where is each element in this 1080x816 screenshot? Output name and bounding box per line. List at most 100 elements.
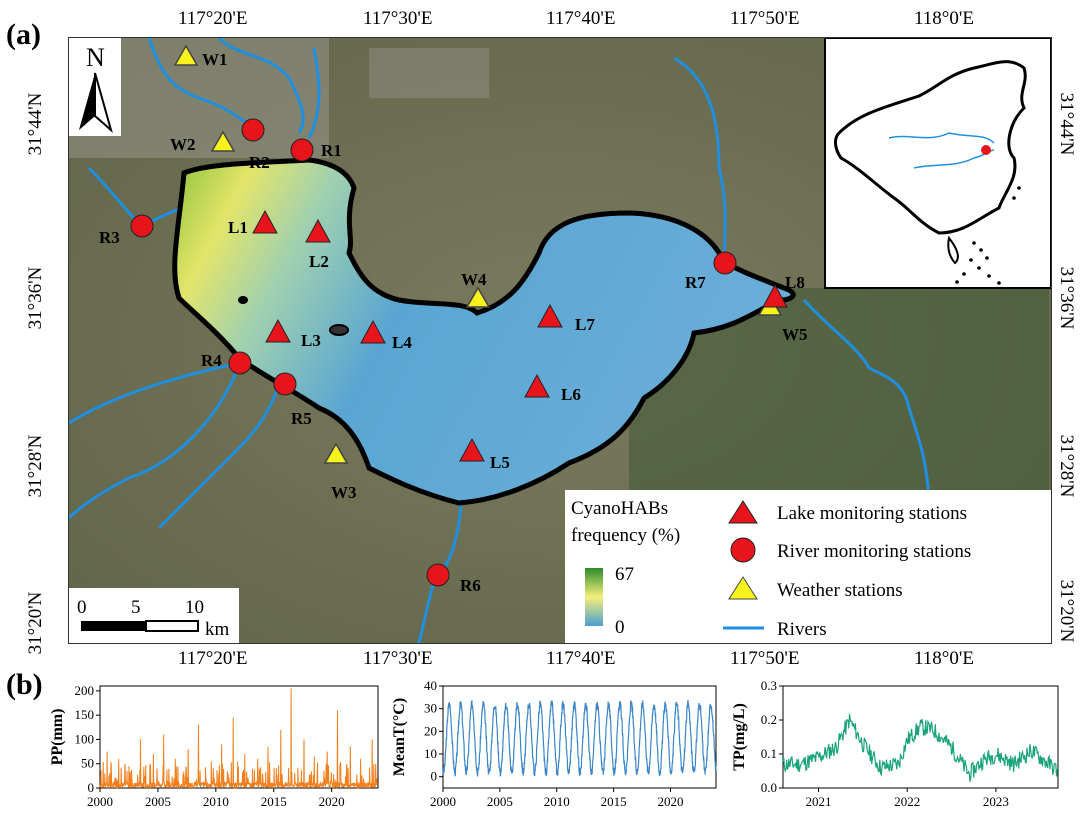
bottom-lon-label: 117°40'E (546, 648, 616, 669)
y-ticks: 0 10 20 30 40 (424, 678, 443, 784)
legend-label-river: River monitoring stations (777, 541, 971, 562)
y-tick-label: 0.1 (761, 746, 777, 761)
station-label: W4 (461, 270, 487, 289)
panel-label-a: (a) (6, 18, 41, 51)
river-station-marker (290, 138, 314, 162)
station-label: L4 (392, 333, 412, 352)
scale-bar-box (69, 588, 239, 643)
urban-area (369, 48, 489, 98)
panel-label-b: (b) (6, 668, 43, 701)
map-panel: N 0 5 10 km (68, 37, 1052, 644)
inset-location-marker (981, 145, 991, 155)
x-tick-label: 2023 (983, 794, 1009, 809)
river-line (69, 362, 241, 520)
river-line (307, 47, 321, 139)
lake-station-marker (459, 437, 485, 462)
chart-temperature: MeanT(°C) 0 10 20 30 40 2000 2005 2010 2015 2020 (391, 678, 717, 809)
inset-map (824, 38, 1051, 289)
colorbar (585, 568, 603, 626)
y-tick-label: 0 (431, 769, 438, 784)
river-station-marker (228, 351, 252, 375)
chart-precipitation: PP(mm) 0 50 100 150 200 2000 2005 2010 2015 2020 (49, 683, 379, 809)
north-arrow: N (69, 38, 121, 136)
left-lat-label: 31°36'N (25, 266, 46, 330)
scale-tick: 0 (77, 597, 87, 618)
y-tick-label: 30 (424, 701, 437, 716)
x-ticks: 2021 2022 2023 (805, 788, 1009, 809)
x-tick-label: 2010 (203, 794, 229, 809)
y-axis-label: PP(mm) (49, 709, 66, 766)
station-label: R5 (291, 409, 312, 428)
inset-river (888, 132, 995, 144)
station-label: L2 (309, 252, 329, 271)
river-station-marker (130, 214, 154, 238)
top-lon-label: 118°0'E (914, 8, 974, 29)
lake-station-marker (537, 303, 563, 328)
scale-tick: 10 (185, 597, 204, 618)
legend-label-weather: Weather stations (777, 580, 903, 601)
x-tick-label: 2015 (601, 794, 627, 809)
left-lat-label: 31°20'N (25, 591, 46, 655)
x-tick-label: 2020 (658, 794, 684, 809)
chart-total-phosphorus: TP(mg/L) 0.0 0.1 0.2 0.3 2021 2022 2023 (731, 678, 1059, 809)
colorbar-title: frequency (%) (571, 525, 680, 546)
river-line (673, 56, 727, 263)
top-lon-label: 117°50'E (730, 8, 800, 29)
colorbar-min: 0 (615, 617, 625, 638)
legend: CyanoHABs frequency (%) 67 0 Lake monito… (565, 490, 1051, 643)
bottom-lon-label: 117°50'E (730, 648, 800, 669)
lake-station-marker (305, 218, 331, 243)
station-label: L1 (228, 218, 248, 237)
legend-river-marker (730, 537, 756, 563)
y-ticks: 0.0 0.1 0.2 0.3 (761, 678, 783, 795)
lake-station-marker (524, 373, 550, 398)
y-ticks: 0 50 100 150 200 (75, 683, 100, 795)
bottom-lon-label: 117°20'E (178, 648, 248, 669)
x-tick-label: 2022 (894, 794, 920, 809)
station-label: L5 (490, 453, 510, 472)
legend-weather-marker (728, 576, 758, 600)
x-tick-label: 2010 (544, 794, 570, 809)
lake-station-marker (360, 319, 386, 344)
bottom-lon-label: 118°0'E (914, 648, 974, 669)
chart-frame (782, 685, 1059, 789)
station-label: R6 (460, 576, 481, 595)
series-line-meant (442, 699, 717, 777)
x-tick-label: 2005 (487, 794, 513, 809)
map-svg: N 0 5 10 km (69, 38, 1051, 643)
left-lat-label: 31°28'N (25, 434, 46, 498)
river-line (157, 382, 281, 530)
series-line-pp (99, 688, 379, 790)
y-axis-label: MeanT(°C) (391, 698, 408, 776)
north-arrow-right (94, 72, 113, 133)
lake-station-marker (252, 209, 278, 234)
chaohu-lake (172, 157, 796, 506)
weather-station-marker (210, 130, 236, 152)
legend-label-lake: Lake monitoring stations (777, 503, 967, 524)
weather-station-marker (323, 442, 349, 464)
river-line (147, 38, 255, 130)
station-label: R4 (201, 351, 222, 370)
river-station-marker (241, 118, 265, 142)
station-label: L6 (561, 385, 581, 404)
lake-station-marker (762, 283, 788, 308)
weather-stations: W1 W2 W3 W4 W5 (170, 44, 808, 502)
right-lat-label: 31°44'N (1056, 92, 1077, 156)
station-label: R3 (99, 228, 120, 247)
north-arrow-letter: N (86, 43, 105, 72)
station-label: W1 (202, 50, 228, 69)
lake-stations: L1 L2 L3 L4 L5 L6 L7 L8 (228, 209, 805, 472)
y-tick-label: 0.3 (761, 678, 777, 693)
legend-lake-marker (728, 500, 758, 524)
station-label: R7 (685, 273, 706, 292)
x-tick-label: 2020 (319, 794, 345, 809)
y-tick-label: 100 (75, 731, 95, 746)
inset-island (947, 235, 959, 265)
left-lat-label: 31°44'N (25, 92, 46, 156)
series-line-tp (782, 713, 1058, 782)
station-label: W3 (331, 483, 357, 502)
y-tick-label: 0 (88, 780, 95, 795)
x-tick-label: 2000 (430, 794, 456, 809)
scale-bar-white (145, 620, 199, 632)
